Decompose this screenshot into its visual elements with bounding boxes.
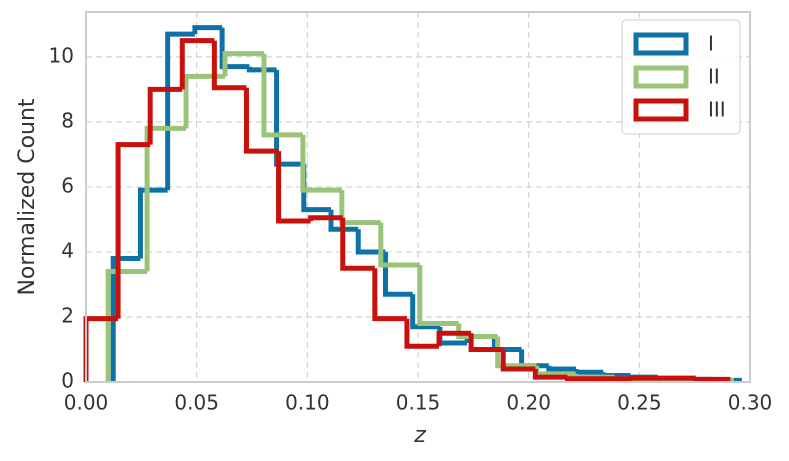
y-tick-label: 2	[61, 303, 74, 327]
x-tick-label: 0.10	[285, 391, 330, 415]
legend-label: III	[708, 98, 726, 122]
histogram-step	[693, 376, 731, 382]
y-tick-label: 4	[61, 238, 74, 262]
histogram-step	[243, 87, 279, 154]
legend-swatch	[633, 98, 689, 122]
y-tick-label: 10	[49, 43, 74, 67]
histogram-step	[629, 375, 664, 381]
histogram-step	[192, 25, 223, 35]
histogram-step	[179, 38, 215, 90]
y-tick-label: 8	[61, 108, 74, 132]
legend-swatch	[633, 65, 689, 89]
histogram-step	[222, 51, 264, 77]
histogram-step	[417, 264, 459, 326]
histogram-step	[147, 86, 183, 145]
histogram-step	[564, 376, 600, 382]
x-tick-label: 0.25	[617, 391, 662, 415]
y-axis-label: Normalized Count	[15, 98, 40, 295]
histogram-step	[105, 268, 148, 382]
x-axis-label: z	[413, 423, 426, 448]
histogram-step	[144, 125, 187, 272]
histogram-step	[340, 217, 375, 271]
histogram-step	[436, 330, 472, 347]
y-tick-label: 6	[61, 173, 74, 197]
legend-swatch	[633, 32, 689, 56]
x-tick-label: 0.15	[396, 391, 441, 415]
x-tick-label: 0.30	[728, 391, 773, 415]
histogram-step	[165, 31, 195, 191]
histogram-step	[573, 368, 604, 375]
histogram-step	[495, 336, 537, 369]
histogram-step	[456, 323, 498, 339]
histogram-step	[410, 294, 440, 330]
x-tick-label: 0.20	[506, 391, 551, 415]
histogram-step	[468, 333, 504, 352]
x-tick-label: 0.05	[174, 391, 219, 415]
legend-label: II	[708, 65, 720, 89]
histogram-step	[137, 187, 168, 259]
histogram-step	[276, 151, 311, 224]
x-tick-label: 0.00	[64, 391, 109, 415]
legend-box	[621, 19, 741, 135]
histogram-step	[115, 142, 151, 319]
histogram-step	[500, 349, 536, 372]
histogram-step	[372, 268, 407, 322]
histogram-step	[378, 222, 420, 268]
histogram-step	[110, 255, 141, 382]
histogram-step	[404, 318, 440, 349]
legend-label: I	[708, 32, 714, 56]
y-tick-label: 0	[61, 369, 74, 393]
histogram-step	[300, 134, 342, 193]
histogram-step	[211, 40, 247, 91]
histogram-step	[355, 229, 386, 255]
histogram-step	[546, 365, 577, 372]
plot-area	[85, 11, 751, 383]
histogram-step	[532, 368, 568, 380]
histogram-step	[219, 27, 250, 70]
histogram-step	[308, 215, 343, 222]
histogram-step	[261, 53, 303, 138]
histogram-step	[246, 66, 277, 73]
